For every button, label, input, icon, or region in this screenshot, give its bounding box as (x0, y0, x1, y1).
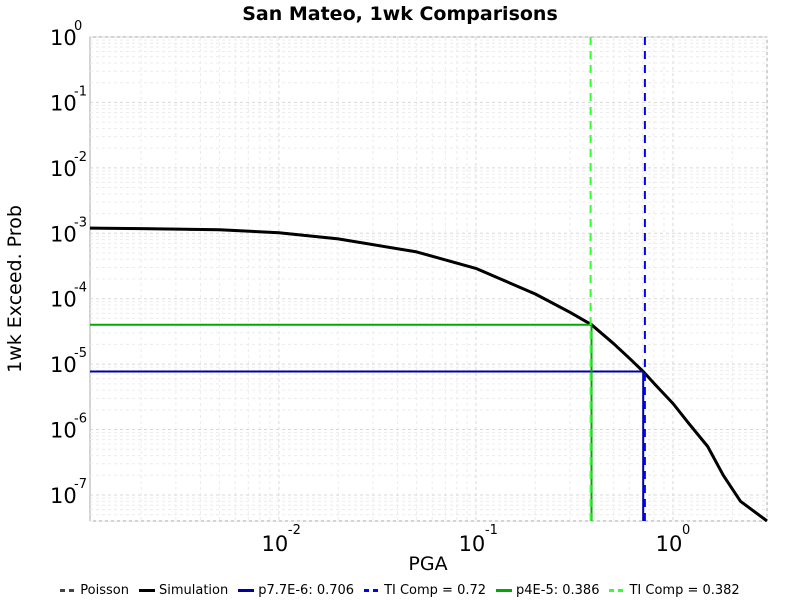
series-simulation (89, 226, 768, 523)
legend-label: p4E-5: 0.386 (516, 582, 600, 598)
svg-text:-1: -1 (485, 523, 498, 538)
legend-item: Simulation (138, 582, 229, 598)
svg-text:10: 10 (50, 419, 77, 443)
svg-text:10: 10 (50, 157, 77, 181)
legend-item: TI Comp = 0.72 (364, 583, 486, 598)
svg-text:-6: -6 (74, 412, 87, 427)
chart-legend: Poisson Simulation p7.7E-6: 0.706 TI Comp =… (0, 580, 800, 600)
svg-text:-3: -3 (74, 215, 87, 230)
legend-item: p4E-5: 0.386 (496, 583, 599, 598)
legend-label: Simulation (158, 582, 229, 598)
svg-text:10: 10 (262, 532, 289, 556)
x-tick-label: 10-1 (459, 523, 498, 556)
legend-label: Poisson (80, 582, 129, 598)
legend-swatch (496, 588, 513, 592)
y-tick-label: 10-7 (50, 477, 87, 508)
legend-swatch (238, 588, 255, 592)
y-tick-label: 10-6 (50, 412, 87, 443)
svg-text:-2: -2 (74, 150, 87, 165)
y-tick-label: 10-5 (50, 346, 87, 377)
legend-item: Poisson (60, 583, 129, 598)
legend-item: TI Comp = 0.382 (609, 582, 740, 598)
svg-text:-7: -7 (74, 477, 87, 492)
svg-text:10: 10 (50, 288, 77, 312)
legend-swatch (364, 588, 381, 592)
legend-label: TI Comp = 0.72 (384, 582, 487, 598)
legend-swatch (609, 588, 626, 592)
svg-text:10: 10 (459, 532, 486, 556)
tick-labels: 10-210-110010010-110-210-310-410-510-610… (50, 19, 690, 556)
series-layer (89, 37, 768, 523)
y-axis-label: 1wk Exceed. Prob (4, 205, 26, 373)
svg-text:-2: -2 (288, 523, 301, 538)
grid-lines (90, 36, 768, 522)
x-tick-label: 10-2 (262, 523, 301, 556)
y-tick-label: 10-2 (50, 150, 87, 181)
legend-label: TI Comp = 0.382 (629, 582, 740, 598)
x-tick-label: 100 (656, 523, 691, 556)
legend-swatch (60, 588, 77, 592)
svg-text:10: 10 (50, 91, 77, 115)
svg-text:0: 0 (682, 523, 690, 538)
svg-text:-5: -5 (74, 346, 87, 361)
svg-text:10: 10 (50, 26, 77, 50)
legend-label: p7.7E-6: 0.706 (258, 582, 355, 598)
svg-text:10: 10 (50, 353, 77, 377)
legend-swatch (138, 588, 155, 592)
chart-title: San Mateo, 1wk Comparisons (242, 3, 558, 25)
y-tick-label: 10-1 (50, 84, 87, 115)
series-p7-7e-6-0-706 (90, 370, 645, 521)
legend-item: p7.7E-6: 0.706 (238, 583, 354, 598)
y-tick-label: 10-3 (50, 215, 87, 246)
x-axis-label: PGA (408, 553, 447, 575)
svg-text:10: 10 (656, 532, 683, 556)
y-tick-label: 100 (50, 19, 82, 50)
svg-text:0: 0 (74, 19, 82, 34)
svg-text:10: 10 (50, 484, 77, 508)
svg-text:-1: -1 (74, 84, 87, 99)
svg-text:10: 10 (50, 222, 77, 246)
y-tick-label: 10-4 (50, 281, 87, 312)
svg-text:-4: -4 (74, 281, 87, 296)
